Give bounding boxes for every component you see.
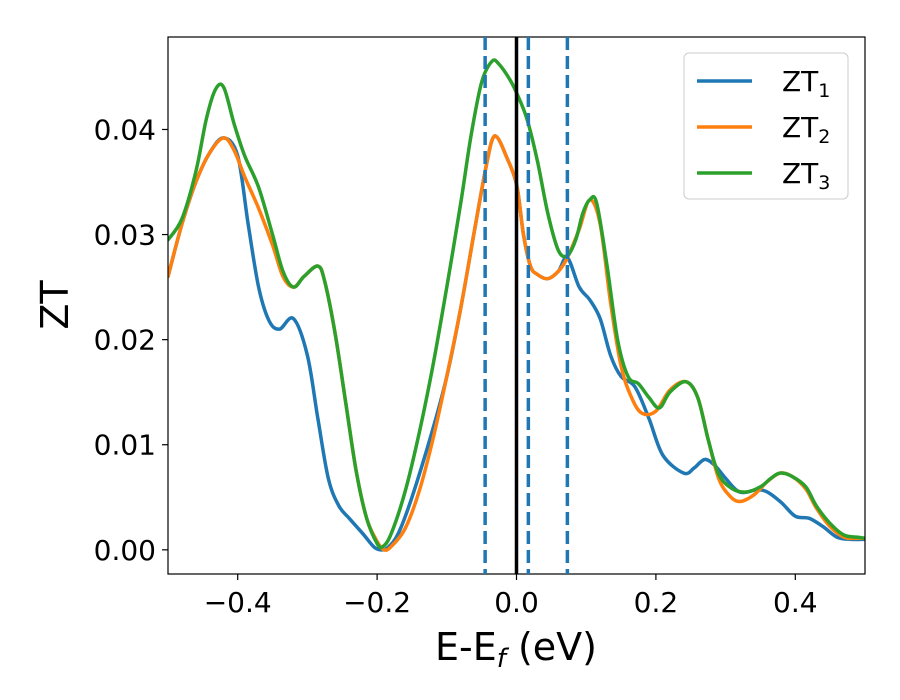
reference-lines [483,37,570,574]
x-tick-label: 0.2 [634,586,679,619]
y-tick-label: 0.00 [94,534,156,567]
x-axis-ticks: −0.4 −0.2 0.0 0.2 0.4 [204,574,818,619]
x-tick-label: 0.4 [773,586,818,619]
y-axis-title: ZT [33,280,77,330]
legend-label-zt3: ZT3 [782,157,830,194]
x-axis-title-main: E-E [435,625,497,669]
legend-box [683,52,849,200]
y-tick-label: 0.03 [94,219,156,252]
x-tick-label: 0.0 [494,586,539,619]
y-tick-label: 0.04 [94,113,156,146]
legend: ZT1 ZT2 ZT3 [683,52,849,200]
y-axis-ticks: 0.00 0.01 0.02 0.03 0.04 [94,113,168,567]
x-axis-title-suffix: (eV) [506,625,597,669]
y-tick-label: 0.01 [94,429,156,462]
x-axis-title: E-Ef (eV) [435,625,597,674]
legend-label-zt1: ZT1 [782,65,830,102]
x-tick-label: −0.4 [204,586,272,619]
series-line-zt3 [168,58,865,550]
y-tick-label: 0.02 [94,324,156,357]
legend-label-zt2: ZT2 [782,111,830,148]
x-tick-label: −0.2 [343,586,411,619]
